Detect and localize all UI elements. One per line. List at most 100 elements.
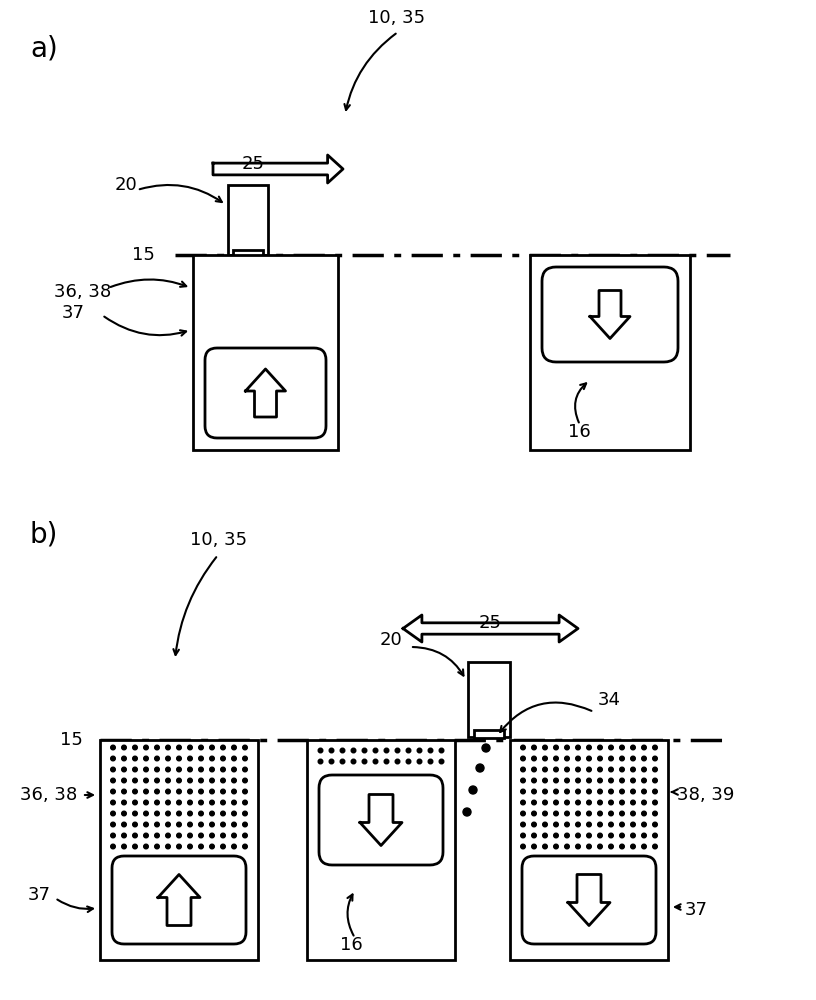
Circle shape xyxy=(199,811,203,816)
Circle shape xyxy=(166,756,171,761)
Circle shape xyxy=(587,778,592,783)
Polygon shape xyxy=(360,794,402,846)
Circle shape xyxy=(177,778,181,783)
Circle shape xyxy=(155,778,159,783)
Circle shape xyxy=(111,756,115,761)
Circle shape xyxy=(199,789,203,794)
Circle shape xyxy=(532,745,536,750)
Circle shape xyxy=(199,756,203,761)
Circle shape xyxy=(597,778,602,783)
Circle shape xyxy=(521,778,526,783)
Bar xyxy=(100,740,258,960)
Text: 36, 38: 36, 38 xyxy=(54,283,111,301)
Circle shape xyxy=(609,745,614,750)
Text: 15: 15 xyxy=(132,246,155,264)
Circle shape xyxy=(653,844,658,849)
Circle shape xyxy=(395,748,400,753)
Text: a): a) xyxy=(30,34,58,62)
Circle shape xyxy=(576,800,580,805)
Circle shape xyxy=(210,745,215,750)
Circle shape xyxy=(631,745,636,750)
Circle shape xyxy=(597,833,602,838)
Circle shape xyxy=(166,833,171,838)
Circle shape xyxy=(619,800,624,805)
Circle shape xyxy=(587,844,592,849)
Circle shape xyxy=(188,745,193,750)
Circle shape xyxy=(177,767,181,772)
Circle shape xyxy=(144,767,149,772)
Circle shape xyxy=(177,822,181,827)
Text: 37: 37 xyxy=(28,886,51,904)
FancyBboxPatch shape xyxy=(319,775,443,865)
Circle shape xyxy=(144,833,149,838)
Text: 37: 37 xyxy=(685,901,708,919)
Circle shape xyxy=(554,745,558,750)
Circle shape xyxy=(619,778,624,783)
Circle shape xyxy=(619,756,624,761)
Circle shape xyxy=(631,767,636,772)
Circle shape xyxy=(565,811,570,816)
Circle shape xyxy=(177,756,181,761)
Circle shape xyxy=(177,745,181,750)
Circle shape xyxy=(406,748,410,753)
Circle shape xyxy=(177,800,181,805)
Circle shape xyxy=(111,822,115,827)
Circle shape xyxy=(329,759,334,764)
Circle shape xyxy=(111,789,115,794)
Polygon shape xyxy=(590,290,630,338)
Circle shape xyxy=(122,844,126,849)
Circle shape xyxy=(554,833,558,838)
Circle shape xyxy=(554,778,558,783)
Text: 36, 38: 36, 38 xyxy=(20,786,78,804)
Circle shape xyxy=(199,844,203,849)
Text: 34: 34 xyxy=(598,691,621,709)
Circle shape xyxy=(554,767,558,772)
Circle shape xyxy=(543,822,548,827)
Circle shape xyxy=(166,789,171,794)
Circle shape xyxy=(122,767,126,772)
Circle shape xyxy=(565,844,570,849)
Circle shape xyxy=(631,833,636,838)
FancyBboxPatch shape xyxy=(112,856,246,944)
Circle shape xyxy=(576,822,580,827)
Circle shape xyxy=(144,745,149,750)
Circle shape xyxy=(188,833,193,838)
Circle shape xyxy=(521,811,526,816)
Circle shape xyxy=(155,767,159,772)
Circle shape xyxy=(609,800,614,805)
Circle shape xyxy=(619,767,624,772)
Circle shape xyxy=(199,767,203,772)
Circle shape xyxy=(340,759,345,764)
Circle shape xyxy=(641,789,646,794)
Circle shape xyxy=(199,833,203,838)
Circle shape xyxy=(199,778,203,783)
Circle shape xyxy=(340,748,345,753)
Circle shape xyxy=(532,822,536,827)
Text: 20: 20 xyxy=(380,631,403,649)
Circle shape xyxy=(144,789,149,794)
Circle shape xyxy=(597,800,602,805)
Circle shape xyxy=(631,800,636,805)
Circle shape xyxy=(242,745,247,750)
Circle shape xyxy=(597,745,602,750)
Circle shape xyxy=(122,789,126,794)
Text: 20: 20 xyxy=(115,176,138,194)
Circle shape xyxy=(155,745,159,750)
Circle shape xyxy=(133,800,137,805)
Circle shape xyxy=(543,778,548,783)
Circle shape xyxy=(210,822,215,827)
Circle shape xyxy=(362,748,367,753)
Text: 16: 16 xyxy=(340,936,363,954)
Circle shape xyxy=(532,756,536,761)
Circle shape xyxy=(210,767,215,772)
Circle shape xyxy=(565,745,570,750)
Circle shape xyxy=(565,800,570,805)
Circle shape xyxy=(619,745,624,750)
Bar xyxy=(228,185,268,255)
Circle shape xyxy=(166,822,171,827)
Circle shape xyxy=(576,767,580,772)
Circle shape xyxy=(188,844,193,849)
Circle shape xyxy=(439,759,444,764)
Text: 10, 35: 10, 35 xyxy=(190,531,247,549)
Circle shape xyxy=(587,811,592,816)
